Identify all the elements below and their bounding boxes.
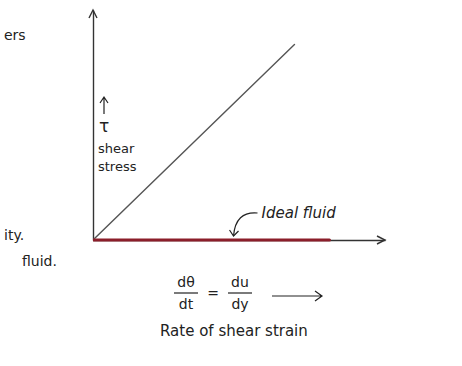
equation-part: du [231, 274, 249, 290]
equation-arrow [272, 291, 322, 301]
equation-part: dy [231, 296, 248, 312]
series-line [93, 239, 330, 242]
axis-arrow [377, 236, 385, 244]
y-label-arrow [100, 97, 108, 114]
x-axis [94, 240, 386, 241]
fraction-bar [228, 292, 252, 293]
y-symbol: τ [99, 116, 109, 136]
fraction-bar [174, 292, 198, 293]
margin-note: fluid. [22, 253, 57, 269]
y-axis [93, 11, 94, 241]
y-label: stress [98, 159, 137, 174]
equation-sign: = [207, 285, 219, 301]
chart: Ideal fluid τ shear stress dθ dt = du dy Rate of … [0, 0, 462, 366]
equation-part: dθ [177, 274, 194, 290]
margin-note: ity. [4, 227, 24, 243]
equation-part: dt [179, 296, 194, 312]
margin-note: ers [4, 27, 26, 43]
series-label: Ideal fluid [262, 204, 337, 222]
x-label: Rate of shear strain [160, 322, 308, 340]
pointer-head [230, 230, 239, 236]
axis-arrow [89, 10, 97, 18]
axis-line [93, 11, 94, 241]
axis-line [94, 240, 386, 241]
y-label: shear [98, 141, 135, 156]
